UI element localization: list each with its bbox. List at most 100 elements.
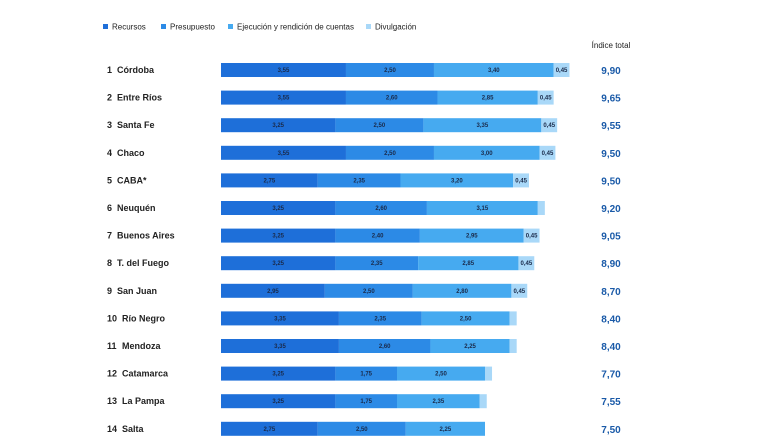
- bar-segment: [335, 201, 427, 215]
- row-rank: 10: [107, 313, 117, 323]
- row-total: 7,70: [601, 370, 621, 381]
- bar-segment: [509, 311, 517, 326]
- chart-row: 2 Entre Ríos 3,55 2,60 2,85 0,45 9,65: [107, 90, 621, 105]
- chart-row: 6 Neuquén 3,25 2,60 3,15 9,20: [107, 201, 621, 215]
- data-label: 3,00: [481, 151, 493, 157]
- bar-segment: [553, 63, 570, 77]
- data-label: 0,45: [542, 151, 554, 157]
- data-label: 3,25: [272, 206, 284, 212]
- chart-row: 4 Chaco 3,55 2,50 3,00 0,45 9,50: [107, 145, 621, 160]
- data-label: 2,95: [466, 234, 478, 240]
- bar-segment: [523, 228, 540, 243]
- bar-segment: [221, 90, 346, 105]
- chart-rows: 1 Córdoba 3,55 2,50 3,40 0,45 9,90 2 Entre Ríos 3…: [107, 63, 621, 436]
- data-label: 2,50: [460, 316, 472, 322]
- data-label: 2,75: [264, 178, 276, 184]
- bar-segment: [400, 173, 514, 188]
- bar-segment: [537, 201, 545, 215]
- bar-segment: [433, 63, 554, 77]
- bar-segment: [221, 256, 336, 271]
- legend-swatch-ejecucion-y-rendicion-de-cuentas: [228, 24, 233, 29]
- bar-segment: [221, 228, 336, 243]
- data-label: 3,35: [477, 123, 489, 129]
- row-total: 8,40: [601, 342, 621, 353]
- data-label: 1,75: [360, 399, 372, 405]
- legend-label-divulgacion: Divulgación: [375, 23, 416, 32]
- data-label: 2,50: [435, 372, 447, 378]
- data-label: 3,55: [278, 68, 290, 74]
- row-rank: 5: [107, 175, 112, 185]
- row-total: 9,05: [601, 232, 621, 243]
- data-label: 2,35: [353, 178, 365, 184]
- bar-segment: [437, 90, 538, 105]
- bar-segment: [221, 63, 346, 77]
- row-province-label: Salta: [122, 424, 145, 434]
- data-label: 2,50: [384, 151, 396, 157]
- row-province-label: Santa Fe: [117, 120, 155, 130]
- bar-segment: [418, 256, 519, 271]
- data-label: 3,25: [272, 372, 284, 378]
- data-label: 3,35: [274, 316, 286, 322]
- bar-segment: [221, 339, 339, 353]
- data-label: 0,45: [556, 68, 568, 74]
- row-total: 9,65: [601, 94, 621, 105]
- bar-segment: [426, 201, 538, 215]
- data-label: 2,35: [433, 399, 445, 405]
- chart-row: 3 Santa Fe 3,25 2,50 3,35 0,45 9,55: [107, 118, 621, 133]
- bar-segment: [539, 145, 556, 160]
- total-column-header: Índice total: [592, 41, 631, 50]
- data-label: 2,95: [267, 289, 279, 295]
- row-total: 9,20: [601, 204, 621, 215]
- chart-row: 14 Salta 2,75 2,50 2,25 7,50: [107, 421, 621, 436]
- row-province-label: Entre Ríos: [117, 93, 162, 103]
- bar-segment: [509, 339, 517, 353]
- bar-segment: [335, 228, 420, 243]
- row-total: 8,90: [601, 259, 621, 270]
- bar-segment: [221, 173, 318, 188]
- data-label: 3,25: [272, 399, 284, 405]
- data-label: 2,80: [456, 289, 468, 295]
- bar-segment: [537, 90, 554, 105]
- row-rank: 9: [107, 286, 112, 296]
- legend: Recursos Presupuesto Ejecución y rendición…: [103, 23, 416, 32]
- bar-segment: [419, 228, 524, 243]
- chart-row: 8 T. del Fuego 3,25 2,35 2,85 0,45 8,90: [107, 256, 621, 271]
- data-label: 3,20: [451, 178, 463, 184]
- row-rank: 6: [107, 203, 112, 213]
- data-label: 2,60: [386, 96, 398, 102]
- bar-segment: [541, 118, 558, 133]
- bar-segment: [345, 90, 438, 105]
- bar-segment: [335, 366, 397, 381]
- row-total: 8,70: [601, 287, 621, 298]
- bar-segment: [221, 311, 339, 326]
- data-label: 2,75: [264, 427, 276, 433]
- data-label: 3,55: [278, 151, 290, 157]
- chart-row: 5 CABA* 2,75 2,35 3,20 0,45 9,50: [107, 173, 621, 188]
- row-province-label: Río Negro: [122, 313, 166, 323]
- chart-row: 10 Río Negro 3,35 2,35 2,50 8,40: [107, 311, 621, 326]
- data-label: 2,25: [464, 344, 476, 350]
- row-province-label: San Juan: [117, 286, 157, 296]
- bar-segment: [221, 394, 336, 409]
- bar-segment: [221, 421, 318, 436]
- data-label: 3,40: [488, 68, 500, 74]
- row-province-label: T. del Fuego: [117, 258, 170, 268]
- row-rank: 3: [107, 120, 112, 130]
- row-rank: 14: [107, 424, 117, 434]
- row-rank: 13: [107, 396, 117, 406]
- bar-segment: [513, 173, 529, 188]
- row-province-label: Buenos Aires: [117, 231, 175, 241]
- data-label: 3,35: [274, 344, 286, 350]
- chart-row: 7 Buenos Aires 3,25 2,40 2,95 0,45 9,05: [107, 228, 621, 243]
- row-total: 9,50: [601, 149, 621, 160]
- row-province-label: Neuquén: [117, 203, 156, 213]
- bar-segment: [221, 145, 346, 160]
- row-province-label: Chaco: [117, 148, 145, 158]
- bar-segment: [412, 283, 512, 298]
- data-label: 2,35: [371, 261, 383, 267]
- legend-label-recursos: Recursos: [112, 23, 146, 32]
- bar-segment: [317, 421, 406, 436]
- data-label: 2,50: [374, 123, 386, 129]
